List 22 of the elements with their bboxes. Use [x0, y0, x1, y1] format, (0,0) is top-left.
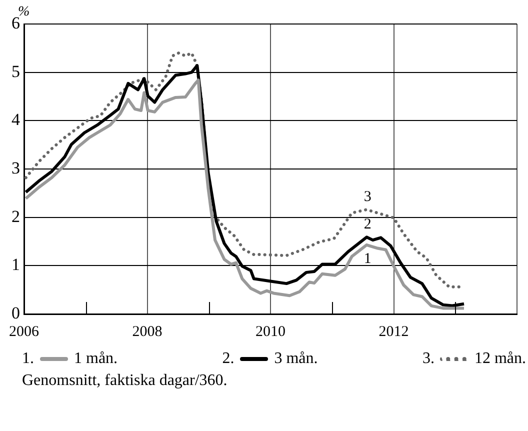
legend-label: 3 mån. — [274, 350, 318, 367]
legend-label: 12 mån. — [474, 350, 526, 367]
y-tick-label: 6 — [12, 13, 20, 32]
legend-label: 1 mån. — [74, 350, 118, 367]
text: 1. — [22, 350, 34, 367]
x-tick-label: 2006 — [9, 324, 40, 340]
annotation: 1 — [364, 251, 372, 268]
x-tick-label: 2010 — [256, 324, 286, 340]
y-tick-label: 4 — [12, 110, 20, 130]
y-tick-label: 0 — [12, 303, 20, 322]
y-axis-title: % — [18, 4, 30, 20]
text: 2. — [222, 350, 234, 367]
x-tick-label: 2008 — [132, 324, 162, 340]
annotation: 2 — [364, 216, 372, 233]
text: 3. — [422, 350, 434, 367]
x-tick-label: 2012 — [378, 324, 409, 340]
y-tick-label: 1 — [12, 255, 20, 274]
text: Genomsnitt, faktiska dagar/360. — [21, 371, 228, 390]
y-tick-label: 3 — [12, 158, 20, 178]
y-tick-label: 2 — [12, 206, 20, 226]
annotation: 3 — [364, 188, 372, 205]
y-tick-label: 5 — [12, 62, 20, 81]
